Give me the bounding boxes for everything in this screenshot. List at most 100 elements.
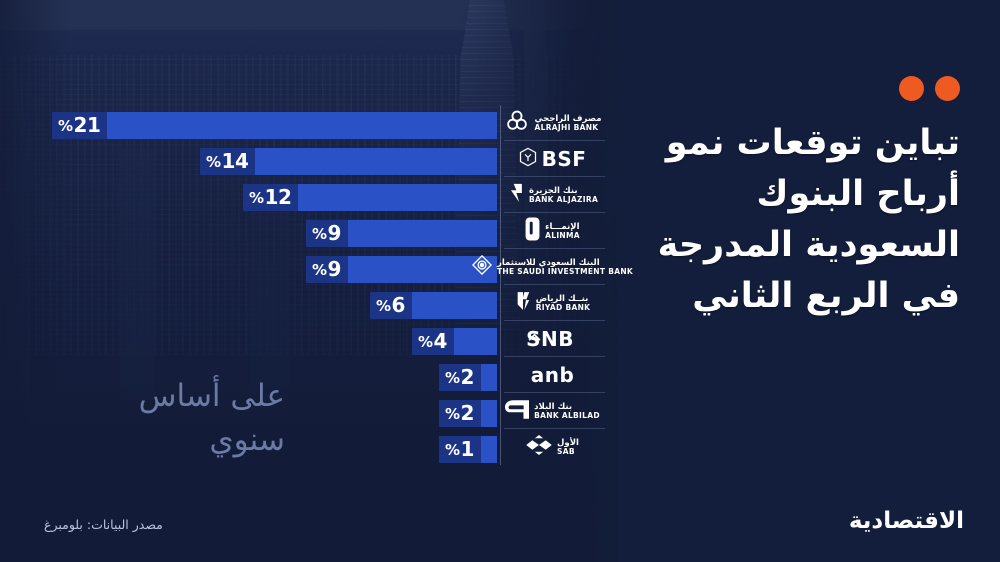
logo-inner: anb — [531, 363, 575, 387]
sab-hexagon-icon — [526, 435, 552, 459]
percent-sign: % — [445, 441, 460, 459]
bar-riyad: % 6 — [370, 292, 497, 319]
logo-inner: مصرف الراجحي alrajhi bank — [504, 108, 602, 138]
logo-cell-separator — [504, 140, 605, 141]
axis-note: على أساس سنوي — [138, 378, 285, 459]
bar-fill — [298, 184, 497, 211]
logo-inner: البنك السعودي للاستثمار The Saudi Investm… — [471, 254, 634, 279]
data-source-caption: مصدر البيانات: بلومبرغ — [44, 517, 163, 532]
chart-row: % 2 — [0, 400, 620, 427]
bar-fill — [480, 436, 497, 463]
bar-snb: % 4 — [412, 328, 497, 355]
logo-inner: الأول SAB — [526, 435, 579, 459]
bar-value-number: 2 — [460, 365, 475, 389]
saib-diamond-icon — [471, 254, 493, 279]
bar-fill — [347, 256, 497, 283]
logo-name-english: Bank Albilad — [534, 410, 600, 420]
logo-name-arabic: بنــك الرياض — [535, 293, 589, 304]
bar-value-label: % 9 — [306, 256, 348, 283]
percent-sign: % — [312, 225, 327, 243]
logo-name-english: The Saudi Investment Bank — [496, 266, 634, 276]
accent-dot-2 — [899, 76, 924, 101]
logo-inner: بنك الجزيرة BANK ALJAZIRA — [507, 183, 598, 207]
chart-row: % 4 — [0, 328, 620, 355]
bar-value-label: % 4 — [412, 328, 454, 355]
snb-arc-icon — [528, 322, 541, 346]
logo-inner: الإنمـــاء alinma — [525, 217, 580, 245]
riyad-flag-icon — [515, 291, 531, 315]
bar-value-number: 2 — [460, 401, 475, 425]
logo-cell-separator — [504, 284, 605, 285]
bar-value-number: 9 — [327, 257, 342, 281]
logo-text-stack: البنك السعودي للاستثمار The Saudi Investm… — [496, 258, 634, 276]
chart-row: % 2 — [0, 364, 620, 391]
bank-logo-column: مصرف الراجحي alrajhi bank BSF بنك الجزيرة… — [471, 105, 633, 465]
logo-text-stack: مصرف الراجحي alrajhi bank — [534, 114, 602, 132]
bar-fill — [480, 364, 497, 391]
bar-alinma: % 9 — [306, 220, 497, 247]
logo-name-english: alinma — [545, 230, 580, 240]
bar-fill — [480, 400, 497, 427]
chart-logo-divider — [500, 105, 501, 465]
percent-sign: % — [445, 369, 460, 387]
bank-logo-alinma: الإنمـــاء alinma — [500, 213, 605, 249]
bar-fill — [107, 112, 497, 139]
percent-sign: % — [249, 189, 264, 207]
alrajhi-trefoil-icon — [504, 108, 530, 138]
bar-value-label: % 2 — [439, 364, 481, 391]
logo-name-arabic: بنك البلاد — [534, 401, 573, 412]
bar-value-number: 1 — [460, 437, 475, 461]
page-title: تباين توقعات نمو أرباح البنوك السعودية ا… — [657, 123, 960, 317]
chart-row: % 9 — [0, 220, 620, 247]
chart-row: % 6 — [0, 292, 620, 319]
logo-name-english: SAB — [557, 446, 575, 456]
logo-name-english: BSF — [541, 147, 587, 171]
bank-logo-anb: anb — [500, 357, 605, 393]
logo-cell-separator — [504, 320, 605, 321]
bank-logo-aljazira: بنك الجزيرة BANK ALJAZIRA — [500, 177, 605, 213]
logo-cell-separator — [504, 212, 605, 213]
chart-row: % 9 — [0, 256, 620, 283]
logo-name-arabic: بنك الجزيرة — [528, 185, 578, 196]
bank-logo-bsf: BSF — [500, 141, 605, 177]
bank-logo-alrajhi: مصرف الراجحي alrajhi bank — [500, 105, 605, 141]
aljazira-flag-icon — [507, 183, 524, 207]
bar-value-label: % 14 — [200, 148, 256, 175]
bank-logo-albilad: بنك البلاد Bank Albilad — [500, 393, 605, 429]
alinma-pill-icon — [525, 217, 540, 245]
bar-albilad: % 2 — [439, 400, 497, 427]
bar-fill — [453, 328, 497, 355]
logo-cell-separator — [504, 248, 605, 249]
bar-value-label: % 9 — [306, 220, 348, 247]
chart-row: % 21 — [0, 112, 620, 139]
bar-value-label: % 21 — [52, 112, 108, 139]
bar-bsf: % 14 — [200, 148, 497, 175]
bank-logo-riyad: بنــك الرياض Riyad Bank — [500, 285, 605, 321]
logo-cell-separator — [504, 392, 605, 393]
bar-chart: % 21% 14% 12% 9% 9% 6% 4% 2% 2% 1 — [0, 112, 620, 463]
bar-fill — [347, 220, 497, 247]
bar-value-number: 14 — [221, 149, 249, 173]
logo-name-english: Riyad Bank — [535, 302, 591, 312]
publisher-logo: الاقتصادية — [848, 508, 965, 534]
logo-cell-separator — [504, 176, 605, 177]
chart-row: % 1 — [0, 436, 620, 463]
bank-logo-saib: البنك السعودي للاستثمار The Saudi Investm… — [471, 249, 633, 285]
logo-name-arabic: الإنمـــاء — [545, 221, 580, 232]
percent-sign: % — [58, 117, 73, 135]
logo-cell-separator — [504, 428, 605, 429]
chart-row: % 14 — [0, 148, 620, 175]
logo-name-english: alrajhi bank — [534, 122, 599, 132]
bar-value-number: 21 — [73, 113, 101, 137]
bar-value-number: 6 — [391, 293, 406, 317]
logo-name-english: anb — [530, 363, 575, 387]
bar-value-number: 12 — [264, 185, 292, 209]
logo-text-stack: بنــك الرياض Riyad Bank — [535, 293, 591, 312]
bar-value-label: % 12 — [243, 184, 299, 211]
logo-inner: BSF — [519, 147, 587, 171]
bank-logo-snb: SNB — [500, 321, 605, 357]
bar-saib: % 9 — [306, 256, 497, 283]
bar-value-label: % 6 — [370, 292, 412, 319]
panel-left-fade — [578, 0, 638, 562]
